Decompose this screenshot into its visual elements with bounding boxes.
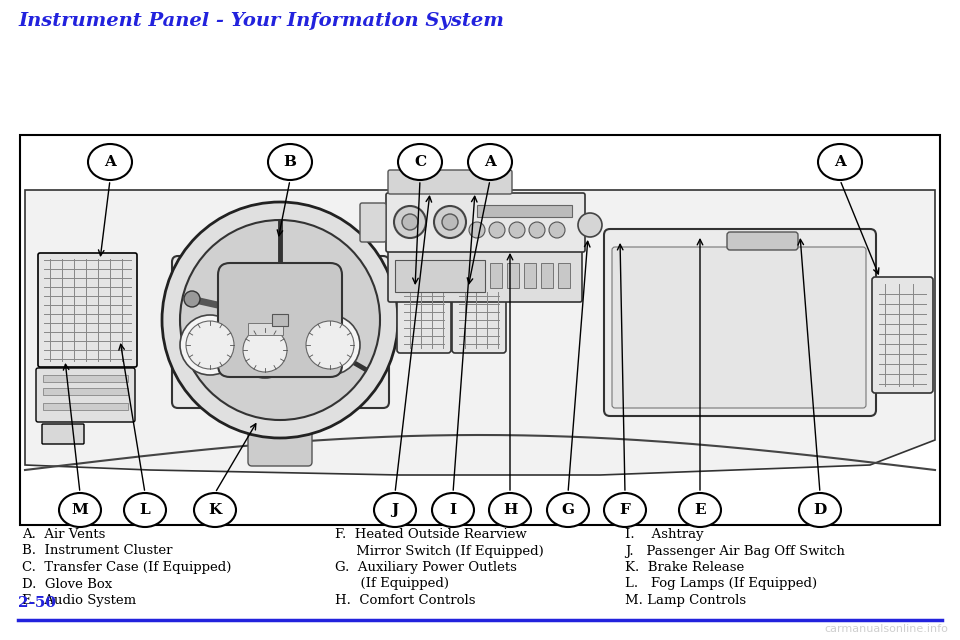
FancyBboxPatch shape bbox=[262, 359, 298, 455]
Text: Instrument Panel - Your Information System: Instrument Panel - Your Information Syst… bbox=[18, 12, 504, 30]
Text: F.  Heated Outside Rearview: F. Heated Outside Rearview bbox=[335, 528, 527, 541]
Text: L: L bbox=[139, 503, 151, 517]
Text: B.  Instrument Cluster: B. Instrument Cluster bbox=[22, 545, 173, 557]
FancyBboxPatch shape bbox=[248, 408, 312, 466]
Text: H: H bbox=[503, 503, 517, 517]
Circle shape bbox=[549, 222, 565, 238]
FancyBboxPatch shape bbox=[872, 277, 933, 393]
Circle shape bbox=[306, 321, 354, 369]
Text: F: F bbox=[619, 503, 631, 517]
Bar bbox=[395, 260, 485, 292]
FancyBboxPatch shape bbox=[38, 253, 137, 367]
FancyBboxPatch shape bbox=[727, 232, 798, 250]
FancyBboxPatch shape bbox=[36, 368, 135, 422]
Circle shape bbox=[300, 315, 360, 375]
Bar bbox=[477, 205, 572, 217]
Text: A: A bbox=[484, 155, 496, 169]
Bar bbox=[20, 135, 940, 525]
Text: K: K bbox=[208, 503, 222, 517]
FancyBboxPatch shape bbox=[612, 247, 866, 408]
FancyBboxPatch shape bbox=[388, 250, 582, 302]
Bar bbox=[272, 314, 288, 326]
Ellipse shape bbox=[59, 493, 101, 527]
Ellipse shape bbox=[374, 493, 416, 527]
Bar bbox=[524, 263, 536, 288]
Text: E: E bbox=[694, 503, 706, 517]
Ellipse shape bbox=[818, 144, 862, 180]
Text: G.  Auxiliary Power Outlets: G. Auxiliary Power Outlets bbox=[335, 561, 516, 574]
Text: (If Equipped): (If Equipped) bbox=[335, 577, 449, 591]
Bar bbox=[43, 388, 128, 395]
Circle shape bbox=[180, 315, 240, 375]
Ellipse shape bbox=[468, 144, 512, 180]
Text: I: I bbox=[449, 503, 457, 517]
Text: 2-50: 2-50 bbox=[18, 596, 56, 610]
Ellipse shape bbox=[547, 493, 589, 527]
Text: Mirror Switch (If Equipped): Mirror Switch (If Equipped) bbox=[335, 545, 543, 557]
Circle shape bbox=[186, 321, 234, 369]
Text: A.  Air Vents: A. Air Vents bbox=[22, 528, 106, 541]
Bar bbox=[541, 263, 553, 288]
Text: L.   Fog Lamps (If Equipped): L. Fog Lamps (If Equipped) bbox=[625, 577, 817, 591]
FancyBboxPatch shape bbox=[386, 193, 585, 252]
Circle shape bbox=[489, 222, 505, 238]
Text: D: D bbox=[813, 503, 827, 517]
Polygon shape bbox=[25, 190, 935, 475]
Text: G: G bbox=[562, 503, 574, 517]
FancyBboxPatch shape bbox=[42, 424, 84, 444]
Text: J.   Passenger Air Bag Off Switch: J. Passenger Air Bag Off Switch bbox=[625, 545, 845, 557]
Circle shape bbox=[180, 220, 380, 420]
Text: I.    Ashtray: I. Ashtray bbox=[625, 528, 704, 541]
Text: K.  Brake Release: K. Brake Release bbox=[625, 561, 744, 574]
Circle shape bbox=[578, 213, 602, 237]
Text: A: A bbox=[834, 155, 846, 169]
Circle shape bbox=[469, 222, 485, 238]
Bar bbox=[248, 323, 283, 335]
Ellipse shape bbox=[489, 493, 531, 527]
Text: A: A bbox=[104, 155, 116, 169]
Circle shape bbox=[509, 222, 525, 238]
Ellipse shape bbox=[124, 493, 166, 527]
FancyBboxPatch shape bbox=[172, 256, 389, 408]
Circle shape bbox=[184, 291, 200, 307]
Circle shape bbox=[237, 322, 293, 378]
Text: M. Lamp Controls: M. Lamp Controls bbox=[625, 594, 746, 607]
FancyBboxPatch shape bbox=[388, 170, 512, 194]
Ellipse shape bbox=[679, 493, 721, 527]
FancyBboxPatch shape bbox=[360, 203, 386, 242]
Ellipse shape bbox=[88, 144, 132, 180]
Bar bbox=[558, 263, 570, 288]
Text: carmanualsonline.info: carmanualsonline.info bbox=[824, 624, 948, 634]
Ellipse shape bbox=[398, 144, 442, 180]
Circle shape bbox=[394, 206, 426, 238]
Text: M: M bbox=[72, 503, 88, 517]
Circle shape bbox=[442, 214, 458, 230]
Bar bbox=[490, 263, 502, 288]
Text: E.  Audio System: E. Audio System bbox=[22, 594, 136, 607]
Ellipse shape bbox=[268, 144, 312, 180]
Ellipse shape bbox=[194, 493, 236, 527]
Text: C.  Transfer Case (If Equipped): C. Transfer Case (If Equipped) bbox=[22, 561, 231, 574]
Ellipse shape bbox=[604, 493, 646, 527]
FancyBboxPatch shape bbox=[604, 229, 876, 416]
FancyBboxPatch shape bbox=[397, 287, 451, 353]
Text: D.  Glove Box: D. Glove Box bbox=[22, 577, 112, 591]
Text: B: B bbox=[283, 155, 297, 169]
FancyBboxPatch shape bbox=[218, 263, 342, 377]
Text: H.  Comfort Controls: H. Comfort Controls bbox=[335, 594, 475, 607]
Circle shape bbox=[434, 206, 466, 238]
Bar bbox=[507, 263, 519, 288]
Circle shape bbox=[402, 214, 418, 230]
Ellipse shape bbox=[799, 493, 841, 527]
FancyBboxPatch shape bbox=[452, 287, 506, 353]
Circle shape bbox=[243, 328, 287, 372]
Text: C: C bbox=[414, 155, 426, 169]
Circle shape bbox=[162, 202, 398, 438]
Bar bbox=[43, 403, 128, 410]
Text: J: J bbox=[392, 503, 398, 517]
Bar bbox=[43, 375, 128, 382]
Ellipse shape bbox=[432, 493, 474, 527]
Circle shape bbox=[529, 222, 545, 238]
